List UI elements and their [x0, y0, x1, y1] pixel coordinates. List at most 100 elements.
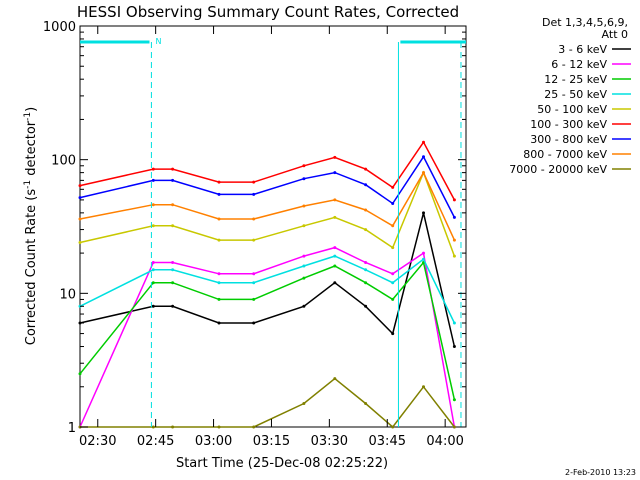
- data-point: [302, 164, 306, 168]
- legend-entry-label: 300 - 800 keV: [530, 133, 607, 146]
- data-point: [252, 217, 256, 221]
- data-point: [422, 155, 425, 159]
- data-point: [171, 203, 175, 207]
- data-point: [333, 264, 337, 268]
- x-tick-label: 02:30: [79, 434, 116, 449]
- y-tick-label: 1: [68, 421, 76, 436]
- data-point: [422, 171, 425, 175]
- data-point: [151, 304, 155, 308]
- data-point: [252, 425, 256, 429]
- data-point: [78, 184, 82, 188]
- data-point: [333, 281, 337, 285]
- data-point: [252, 281, 256, 285]
- data-point: [452, 198, 456, 202]
- data-point: [171, 281, 175, 285]
- data-point: [252, 192, 256, 196]
- plot-frame: [79, 25, 467, 428]
- data-point: [302, 264, 306, 268]
- data-point: [252, 238, 256, 242]
- data-point: [78, 372, 82, 376]
- data-point: [302, 402, 306, 405]
- data-point: [78, 217, 82, 221]
- data-point: [252, 321, 256, 325]
- y-axis-label-part: ): [24, 107, 39, 112]
- data-point: [452, 398, 456, 402]
- data-point: [422, 257, 425, 261]
- data-point: [364, 183, 368, 187]
- data-point: [252, 297, 256, 301]
- data-point: [171, 304, 175, 308]
- data-point: [364, 228, 368, 232]
- data-point: [217, 321, 221, 325]
- x-tick-label: 02:45: [137, 434, 174, 449]
- data-point: [217, 180, 221, 184]
- y-axis-label-part: Corrected Count Rate (s: [24, 189, 39, 346]
- x-tick-label: 03:00: [195, 434, 232, 449]
- data-point: [391, 202, 395, 205]
- x-tick-label: 03:30: [311, 434, 348, 449]
- data-point: [364, 268, 368, 272]
- data-point: [391, 246, 395, 250]
- data-point: [333, 215, 337, 219]
- data-point: [452, 425, 456, 429]
- data-point: [333, 198, 337, 202]
- data-point: [422, 251, 425, 255]
- legend-entry-label: 12 - 25 keV: [544, 73, 607, 86]
- data-point: [302, 204, 306, 208]
- chart-title: HESSI Observing Summary Count Rates, Cor…: [77, 3, 459, 21]
- y-tick-label: 10: [59, 287, 76, 302]
- y-axis-label-part: -1: [23, 112, 33, 121]
- data-point: [171, 268, 175, 272]
- legend-entry-label: 7000 - 20000 keV: [509, 163, 607, 176]
- data-point: [364, 167, 368, 171]
- data-point: [217, 238, 221, 242]
- data-point: [391, 425, 395, 429]
- data-point: [391, 185, 395, 189]
- legend-entry-label: 3 - 6 keV: [558, 43, 607, 56]
- data-point: [391, 224, 395, 228]
- data-point: [302, 276, 306, 280]
- data-point: [171, 224, 175, 228]
- timestamp: 2-Feb-2010 13:23: [565, 468, 636, 477]
- data-point: [302, 224, 306, 228]
- data-point: [302, 177, 306, 181]
- axis-layer: 02:30 02:45 03:00 03:15 03:30 03:45 04:00 1 10 10…: [43, 20, 466, 449]
- legend-entry-label: 100 - 300 keV: [530, 118, 607, 131]
- series-layer: [78, 140, 456, 429]
- data-point: [333, 254, 337, 258]
- data-point: [171, 178, 175, 182]
- data-point: [333, 377, 337, 381]
- data-point: [78, 241, 82, 244]
- y-tick-label: 100: [51, 154, 76, 169]
- data-point: [252, 272, 256, 276]
- data-point: [217, 217, 221, 221]
- data-point: [452, 254, 456, 258]
- data-point: [364, 402, 368, 405]
- data-point: [391, 297, 395, 301]
- data-point: [391, 281, 395, 285]
- data-point: [333, 246, 337, 250]
- data-point: [171, 425, 175, 429]
- data-point: [151, 261, 155, 264]
- y-axis-label: Corrected Count Rate (s-1 detector-1): [23, 107, 39, 345]
- data-point: [217, 272, 221, 276]
- legend-entry-label: 50 - 100 keV: [537, 103, 607, 116]
- data-point: [151, 167, 155, 171]
- data-point: [78, 196, 82, 200]
- data-point: [252, 180, 256, 184]
- data-point: [151, 268, 155, 272]
- data-point: [302, 254, 306, 258]
- data-point: [151, 425, 155, 429]
- annotation-layer: N: [80, 37, 466, 427]
- x-tick-label: 04:00: [426, 434, 463, 449]
- y-axis-label-part: -1: [23, 180, 33, 189]
- data-point: [333, 171, 337, 175]
- data-point: [151, 203, 155, 207]
- data-point: [151, 178, 155, 182]
- data-point: [364, 304, 368, 308]
- y-tick-label: 1000: [43, 20, 76, 35]
- x-tick-label: 03:15: [253, 434, 290, 449]
- legend: Det 1,3,4,5,6,9,Att 0 3 - 6 keV 6 - 12 keV…: [509, 16, 631, 176]
- legend-entry-label: 25 - 50 keV: [544, 88, 607, 101]
